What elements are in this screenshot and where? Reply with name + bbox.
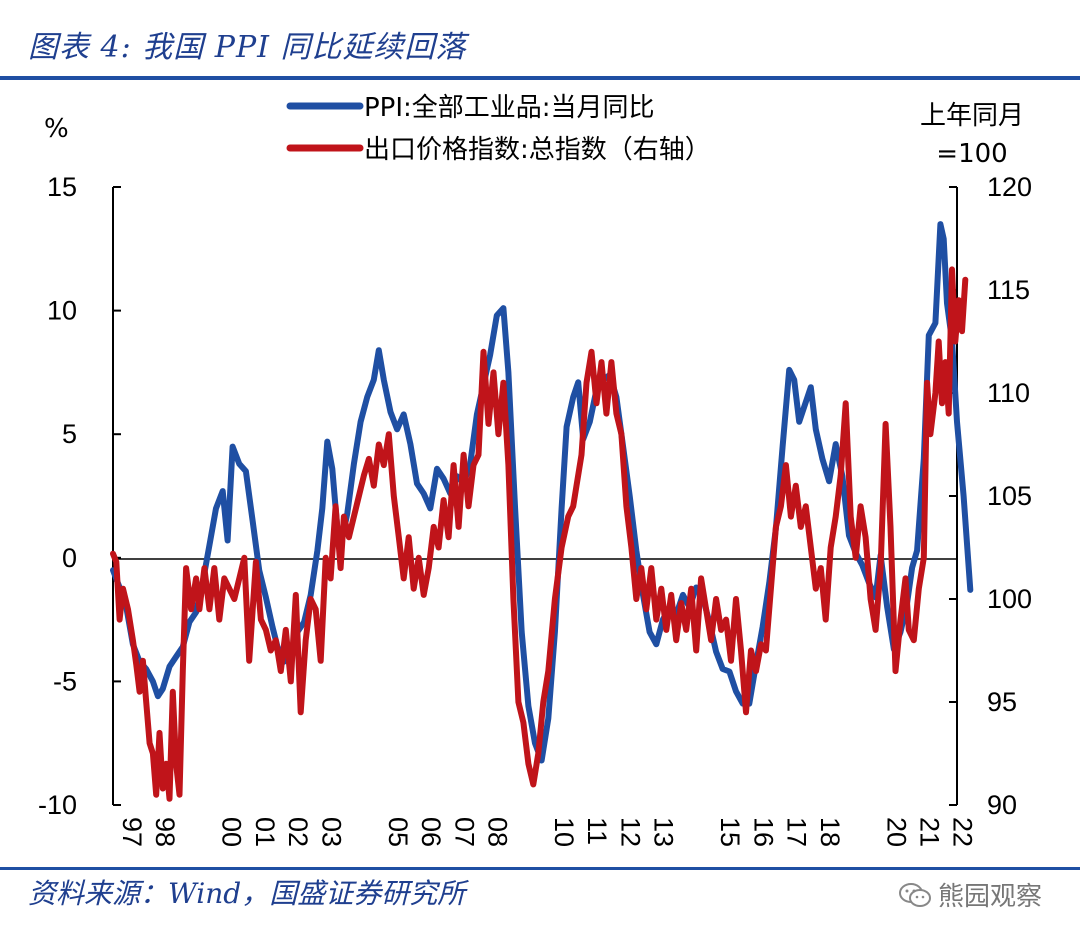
x-tick-label: 22 (948, 817, 978, 847)
x-tick-label: 10 (549, 817, 579, 847)
right-axis-unit-line2: =100 (936, 139, 1007, 169)
series-layer (110, 221, 974, 802)
x-tick-label: 03 (316, 817, 346, 847)
x-tick-label: 18 (815, 817, 845, 847)
legend-label-1: PPI:全部工业品:当月同比 (364, 93, 655, 123)
right-tick-label: 120 (987, 172, 1032, 202)
left-tick-label: 5 (62, 419, 77, 449)
x-tick-label: 17 (782, 817, 812, 847)
x-tick-label: 16 (748, 817, 778, 847)
top-rule (0, 76, 1080, 80)
legend-label-2: 出口价格指数:总指数（右轴） (364, 135, 711, 165)
right-tick-label: 110 (987, 378, 1030, 408)
right-axis-unit-line1: 上年同月 (920, 101, 1024, 131)
x-tick-label: 01 (250, 817, 280, 847)
x-tick-label: 08 (483, 817, 513, 847)
watermark-text: 熊园观察 (938, 882, 1043, 912)
series-line-1 (110, 221, 974, 764)
x-tick-label: 15 (715, 817, 745, 847)
x-tick-label: 98 (150, 817, 180, 847)
series-line-2 (110, 266, 969, 802)
x-tick-label: 13 (649, 817, 679, 847)
right-tick-label: 100 (987, 584, 1032, 614)
watermark: 熊园观察 (898, 876, 1042, 913)
wechat-icon (899, 882, 931, 907)
left-tick-label: 10 (47, 296, 77, 326)
bottom-rule (0, 867, 1080, 870)
x-tick-labels: 97 98 00 01 02 03 05 06 07 08 10 11 12 13 15 16 17 18 20 21… (117, 817, 978, 847)
right-tick-label: 95 (987, 687, 1017, 717)
figure-title: 图表 4: 我国 PPI 同比延续回落 (28, 30, 467, 65)
right-tick-label: 115 (987, 275, 1030, 305)
x-tick-label: 07 (449, 817, 479, 847)
x-tick-label: 02 (283, 817, 313, 847)
x-tick-label: 11 (582, 817, 612, 845)
x-tick-label: 12 (615, 817, 645, 847)
left-tick-label: -10 (38, 790, 77, 820)
x-tick-label: 06 (416, 817, 446, 847)
x-tick-label: 97 (117, 817, 147, 847)
left-tick-label: 15 (47, 172, 77, 202)
x-tick-label: 00 (217, 817, 247, 847)
x-tick-label: 21 (914, 817, 944, 847)
left-tick-label: 0 (62, 543, 77, 573)
right-tick-label: 105 (987, 481, 1032, 511)
source-note: 资料来源：Wind，国盛证券研究所 (28, 877, 466, 910)
left-axis-unit: % (44, 114, 69, 144)
left-tick-label: -5 (53, 666, 77, 696)
right-tick-label: 90 (987, 790, 1017, 820)
x-tick-label: 20 (881, 817, 911, 847)
x-tick-label: 05 (383, 817, 413, 847)
